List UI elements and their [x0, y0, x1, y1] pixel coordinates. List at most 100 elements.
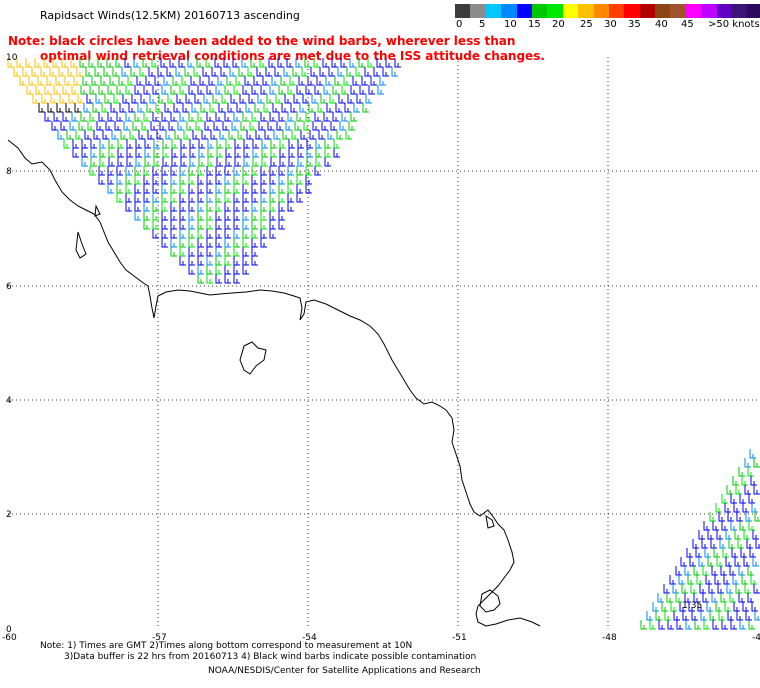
wind-barb	[204, 121, 211, 131]
wind-barb	[219, 130, 226, 140]
wind-barb	[216, 148, 223, 158]
wind-barb	[348, 121, 355, 131]
wind-barb	[184, 67, 191, 77]
wind-barb	[722, 548, 729, 558]
wind-barb	[201, 130, 208, 140]
wind-barb	[287, 193, 294, 203]
wind-barb	[732, 575, 739, 585]
wind-barb	[296, 184, 303, 194]
wind-barb	[251, 238, 258, 248]
wind-barb	[86, 94, 93, 104]
wind-barb	[99, 148, 106, 158]
wind-barb	[341, 112, 348, 122]
wind-barb	[726, 584, 733, 594]
wind-barb	[170, 220, 177, 230]
wind-barb	[185, 94, 192, 104]
wind-barb	[702, 593, 709, 603]
wind-barb	[318, 130, 325, 140]
wind-barb	[35, 85, 42, 95]
wind-barb	[730, 620, 737, 630]
wind-barb	[65, 103, 72, 113]
wind-barb	[353, 103, 360, 113]
wind-barb	[298, 76, 305, 86]
wind-barb	[332, 112, 339, 122]
wind-barb	[251, 175, 258, 185]
wind-barb	[206, 274, 213, 284]
wind-barb	[124, 58, 131, 68]
wind-barb	[242, 211, 249, 221]
wind-barb	[696, 575, 703, 585]
wind-barb	[135, 148, 142, 158]
wind-barb	[260, 193, 267, 203]
wind-barb	[376, 58, 383, 68]
wind-barb	[261, 157, 268, 167]
wind-barb	[233, 184, 240, 194]
wind-barb	[81, 157, 88, 167]
wind-barb	[189, 148, 196, 158]
colorbar-swatch	[562, 4, 579, 18]
wind-barb	[742, 503, 749, 513]
wind-barb	[720, 593, 727, 603]
wind-barb	[215, 265, 222, 275]
wind-barb	[291, 130, 298, 140]
wind-barb	[269, 112, 276, 122]
wind-barb	[251, 112, 258, 122]
wind-barb	[224, 166, 231, 176]
wind-barb	[125, 112, 132, 122]
note-line-2: optimal wind retrieval conditions are me…	[40, 49, 545, 63]
wind-barb	[116, 85, 123, 95]
wind-barb	[207, 157, 214, 167]
wind-barb	[242, 85, 249, 95]
wind-barb	[728, 539, 735, 549]
wind-barb	[274, 67, 281, 77]
wind-barb	[296, 112, 303, 122]
note-line-1: Note: black circles have been added to t…	[8, 34, 516, 48]
wind-barb	[290, 103, 297, 113]
wind-barb	[306, 157, 313, 167]
wind-barb	[247, 67, 254, 77]
wind-barb	[170, 112, 177, 122]
colorbar-label: 35	[628, 19, 641, 30]
wind-barb	[99, 157, 106, 167]
wind-barb	[746, 539, 753, 549]
wind-barb	[193, 67, 200, 77]
wind-barb	[244, 76, 251, 86]
wind-barb	[94, 67, 101, 77]
wind-barb	[53, 85, 60, 95]
wind-barb	[269, 193, 276, 203]
wind-barb	[126, 148, 133, 158]
wind-barb	[208, 76, 215, 86]
wind-barb	[215, 274, 222, 284]
wind-barb	[323, 112, 330, 122]
wind-barb	[689, 557, 696, 567]
wind-barb	[238, 67, 245, 77]
wind-barb	[119, 103, 126, 113]
wind-barb	[188, 85, 195, 95]
wind-barb	[256, 67, 263, 77]
wind-barb	[224, 274, 231, 284]
wind-barb	[197, 202, 204, 212]
wind-barb	[164, 103, 171, 113]
wind-barb	[188, 238, 195, 248]
wind-barb	[658, 620, 665, 630]
wind-barb	[713, 548, 720, 558]
wind-barb	[304, 58, 311, 68]
wind-barb	[240, 121, 247, 131]
wind-barb	[324, 139, 331, 149]
wind-barb	[179, 202, 186, 212]
wind-barb	[142, 58, 149, 68]
wind-barb	[741, 575, 748, 585]
wind-barb	[126, 139, 133, 149]
wind-barb	[129, 130, 136, 140]
wind-barb	[337, 67, 344, 77]
wind-barb	[265, 67, 272, 77]
wind-barb	[750, 575, 757, 585]
wind-barb	[289, 76, 296, 86]
wind-barb	[195, 121, 202, 131]
wind-barb	[286, 58, 293, 68]
wind-barb	[202, 67, 209, 77]
wind-barb	[206, 193, 213, 203]
wind-barb	[215, 229, 222, 239]
wind-barb	[300, 130, 307, 140]
wind-barb	[157, 67, 164, 77]
